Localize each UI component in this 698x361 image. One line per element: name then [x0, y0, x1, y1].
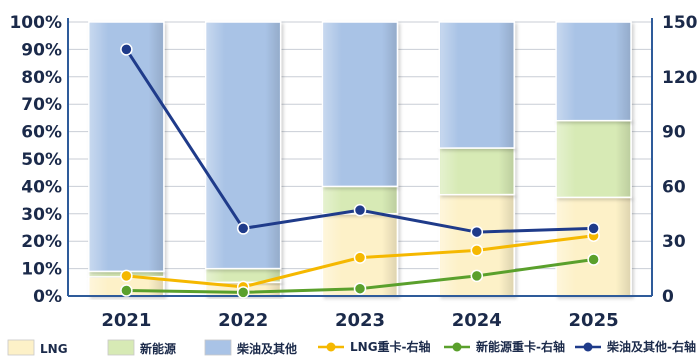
line-point [236, 222, 250, 235]
line-point [353, 282, 367, 295]
left-tick-label: 0% [33, 287, 62, 307]
line-point [587, 222, 600, 235]
legend-label: 新能源 [140, 341, 176, 356]
left-tick-label: 70% [21, 95, 62, 115]
left-tick-label: 30% [21, 205, 62, 225]
legend-swatch [7, 339, 35, 356]
legend-marker [583, 342, 593, 352]
right-tick-label: 120 [662, 68, 698, 88]
axes: 0% 10% 20% 30% 40% 50% 60% 70% 80% 90% 100% 0 30 60 90… [9, 13, 697, 331]
bar-segment-shade [323, 23, 397, 186]
bar-segment-shade [557, 121, 631, 197]
legend-label: LNG [40, 342, 68, 356]
legend: LNG 新能源 柴油及其他 LNG重卡-右轴 新能源重卡-右轴 柴油及其他-右轴 [7, 339, 696, 356]
legend-swatch [204, 339, 232, 356]
right-tick-label: 90 [662, 123, 686, 143]
right-tick-label: 30 [662, 232, 686, 252]
left-tick-label: 60% [21, 123, 62, 143]
legend-marker [452, 342, 462, 352]
line-series [120, 43, 600, 299]
bar-segment-shade [440, 23, 514, 148]
line-point [120, 284, 133, 297]
bar-segment-shade [89, 23, 163, 271]
line-point [470, 225, 484, 239]
line-point [470, 244, 484, 257]
legend-swatch [107, 339, 135, 356]
left-tick-label: 10% [21, 260, 62, 280]
legend-label: 柴油及其他 [236, 341, 297, 356]
x-tick-label: 2023 [335, 310, 385, 331]
bar-segment-shade [557, 198, 631, 295]
x-tick-label: 2025 [569, 310, 619, 331]
left-tick-label: 50% [21, 150, 62, 170]
line-point [353, 203, 367, 217]
left-tick-label: 80% [21, 68, 62, 88]
line-point [353, 251, 367, 264]
legend-marker [326, 342, 336, 352]
legend-label: 柴油及其他-右轴 [606, 339, 696, 354]
right-tick-label: 150 [662, 13, 698, 33]
left-tick-label: 90% [21, 40, 62, 60]
legend-label: LNG重卡-右轴 [350, 339, 431, 354]
left-tick-label: 100% [9, 13, 62, 33]
line-point [120, 43, 133, 56]
bar-segment-shade [206, 269, 280, 282]
right-tick-label: 0 [662, 287, 674, 307]
bar-stacks [88, 21, 632, 297]
line-point [587, 253, 600, 266]
line-point [120, 269, 133, 283]
x-tick-label: 2021 [101, 310, 151, 331]
bar-segment-shade [440, 149, 514, 194]
left-tick-label: 40% [21, 177, 62, 197]
left-tick-label: 20% [21, 232, 62, 252]
line-point [470, 269, 484, 283]
right-tick-label: 60 [662, 177, 686, 197]
x-tick-label: 2022 [218, 310, 268, 331]
bar-segment-shade [557, 23, 631, 120]
x-tick-label: 2024 [452, 310, 502, 331]
line-point [236, 286, 250, 299]
legend-label: 新能源重卡-右轴 [476, 339, 565, 354]
